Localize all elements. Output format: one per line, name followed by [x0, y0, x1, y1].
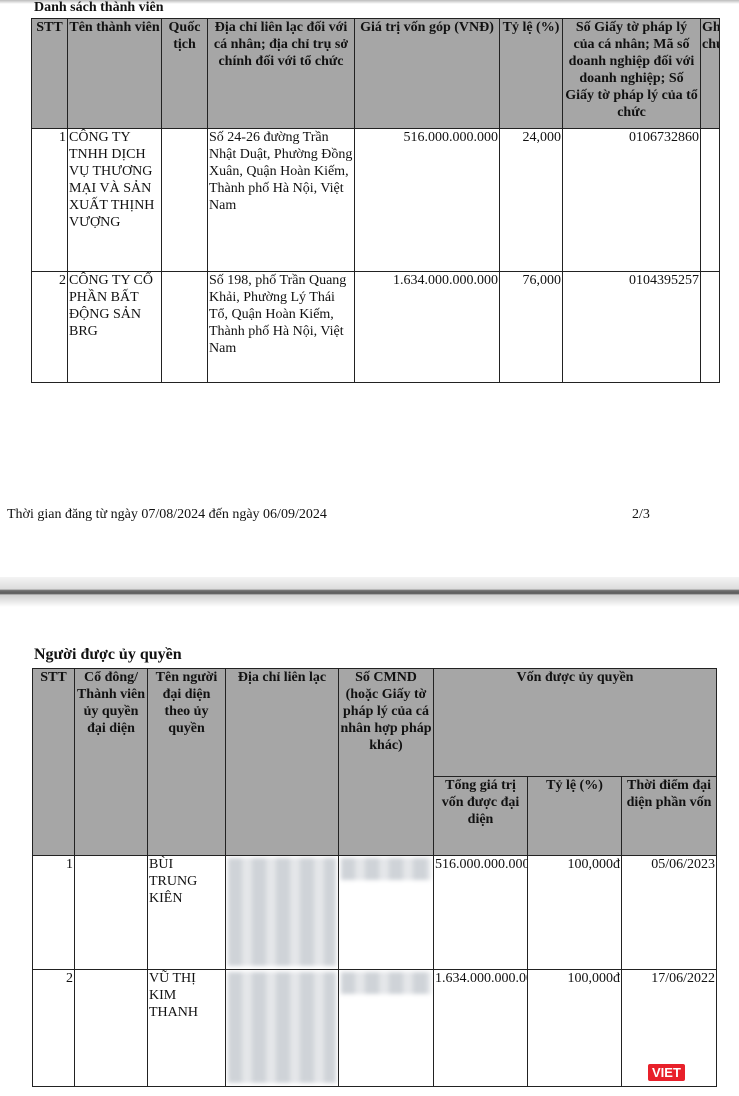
stt: 1	[32, 855, 75, 970]
member-name: CÔNG TY CỔ PHẦN BẤT ĐỘNG SẢN BRG	[67, 271, 162, 383]
col-nationality: Quốc tịch	[161, 18, 208, 129]
address: Số 24-26 đường Trần Nhật Duật, Phường Đồ…	[207, 128, 355, 272]
page-top-shadow	[0, 0, 739, 4]
member-name: CÔNG TY TNHH DỊCH VỤ THƯƠNG MẠI VÀ SẢN X…	[67, 128, 162, 272]
date: 05/06/2023	[620, 855, 718, 970]
rep-name: BÙI TRUNG KIÊN	[147, 855, 226, 970]
table-row: 2 CÔNG TY CỔ PHẦN BẤT ĐỘNG SẢN BRG Số 19…	[31, 271, 720, 383]
col-ratio: Tỷ lệ (%)	[527, 776, 622, 856]
col-capital: Giá trị vốn góp (VNĐ)	[354, 18, 500, 129]
authorized-title: Người được ủy quyền	[34, 646, 182, 663]
members-title: Danh sách thành viên	[34, 0, 164, 15]
rep-name: VŨ THỊ KIM THANH	[147, 969, 226, 1087]
col-note: Ghi chú	[700, 18, 720, 129]
member	[74, 969, 148, 1087]
nationality	[161, 271, 208, 383]
col-stt: STT	[31, 18, 68, 129]
members-header-row: STT Tên thành viên Quốc tịch Địa chỉ liê…	[31, 18, 720, 129]
capital: 516.000.000.000	[354, 128, 500, 272]
members-table: STT Tên thành viên Quốc tịch Địa chỉ liê…	[31, 18, 720, 383]
page-number: 2/3	[632, 507, 650, 522]
table-row: 1 CÔNG TY TNHH DỊCH VỤ THƯƠNG MẠI VÀ SẢN…	[31, 128, 720, 272]
col-date: Thời điểm đại diện phần vốn	[620, 776, 718, 856]
redacted-address	[228, 858, 336, 966]
authorized-table: STT Cổ đông/ Thành viên ủy quyền đại diệ…	[32, 668, 718, 1087]
ratio: 24,000	[499, 128, 563, 272]
table-row: 1 BÙI TRUNG KIÊN 516.000.000.000,000đ 10…	[32, 855, 718, 970]
authorized-subheader-row: Tổng giá trị vốn được đại diện Tỷ lệ (%)…	[33, 776, 718, 856]
col-id-card: Số CMND (hoặc Giấy tờ pháp lý của cá nhâ…	[338, 668, 434, 856]
col-address: Địa chỉ liên lạc đối với cá nhân; địa ch…	[207, 18, 355, 129]
note	[700, 128, 720, 272]
stt: 2	[32, 969, 75, 1087]
table-row: 2 VŨ THỊ KIM THANH 1.634.000.000.000,000…	[32, 969, 718, 1087]
ratio: 76,000	[499, 271, 563, 383]
ratio: 100,000đ	[527, 855, 622, 970]
col-rep-name: Tên người đại diện theo ủy quyền	[147, 668, 226, 856]
col-id: Số Giấy tờ pháp lý của cá nhân; Mã số do…	[562, 18, 701, 129]
total-capital: 1.634.000.000.000,000đ	[433, 969, 528, 1087]
page-separator	[0, 577, 739, 607]
total-capital: 516.000.000.000,000đ	[433, 855, 528, 970]
col-authorized-capital: Vốn được ủy quyền	[432, 668, 718, 777]
member	[74, 855, 148, 970]
capital: 1.634.000.000.000	[354, 271, 500, 383]
ratio: 100,000đ	[527, 969, 622, 1087]
col-name: Tên thành viên	[67, 18, 162, 129]
authorized-header-row: STT Cổ đông/ Thành viên ủy quyền đại diệ…	[32, 668, 718, 856]
col-ratio: Tỷ lệ (%)	[499, 18, 563, 129]
col-address: Địa chỉ liên lạc	[225, 668, 339, 856]
nationality	[161, 128, 208, 272]
redacted-id	[341, 858, 431, 880]
legal-id: 0106732860	[562, 128, 701, 272]
col-stt: STT	[32, 668, 75, 856]
posting-period: Thời gian đăng từ ngày 07/08/2024 đến ng…	[7, 507, 327, 522]
note	[700, 271, 720, 383]
col-total: Tổng giá trị vốn được đại diện	[433, 776, 528, 856]
watermark-logo: VIET	[648, 1064, 685, 1081]
address: Số 198, phố Trần Quang Khải, Phường Lý T…	[207, 271, 355, 383]
col-member: Cổ đông/ Thành viên ủy quyền đại diện	[74, 668, 148, 856]
stt: 1	[31, 128, 68, 272]
stt: 2	[31, 271, 68, 383]
legal-id: 0104395257	[562, 271, 701, 383]
redacted-id	[341, 972, 431, 994]
redacted-address	[228, 972, 336, 1083]
